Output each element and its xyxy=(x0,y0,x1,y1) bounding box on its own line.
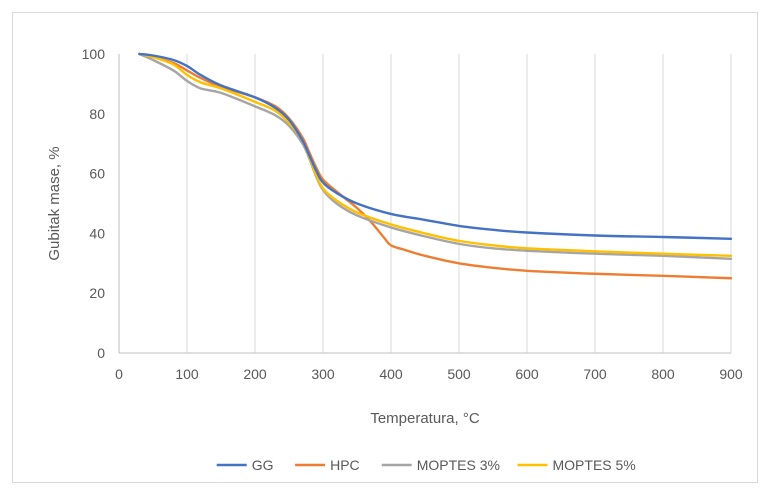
legend-label: HPC xyxy=(330,457,360,473)
series-line-gg xyxy=(138,52,733,240)
x-tick-label: 200 xyxy=(243,366,267,382)
legend-item-gg: GG xyxy=(216,457,274,473)
x-tick-label: 100 xyxy=(175,366,199,382)
grid xyxy=(186,54,732,353)
y-tick-label: 20 xyxy=(89,285,105,301)
y-tick-label: 40 xyxy=(89,225,105,241)
legend-label: GG xyxy=(252,457,274,473)
chart-frame: 0 100 200 300 400 500 600 700 800 900 0 20 40 60 80 100… xyxy=(12,12,758,483)
y-tick-label: 0 xyxy=(97,345,105,361)
y-tick-label: 60 xyxy=(89,166,105,182)
tick-labels: 0 100 200 300 400 500 600 700 800 900 0 20 40 60 80 100 xyxy=(82,46,743,382)
x-tick-label: 300 xyxy=(311,366,335,382)
x-tick-label: 700 xyxy=(583,366,607,382)
series-lines xyxy=(138,52,733,280)
series-line-moptes-3 xyxy=(138,52,733,261)
x-axis-label: Temperatura, °C xyxy=(370,410,480,427)
legend-item-moptes-3: MOPTES 3% xyxy=(381,457,500,473)
line-chart: 0 100 200 300 400 500 600 700 800 900 0 20 40 60 80 100… xyxy=(46,46,743,473)
legend-label: MOPTES 3% xyxy=(417,457,500,473)
x-tick-label: 0 xyxy=(115,366,123,382)
legend-item-hpc: HPC xyxy=(295,457,360,473)
series-line-hpc xyxy=(138,52,733,280)
legend-label: MOPTES 5% xyxy=(553,457,636,473)
legend-item-moptes-5: MOPTES 5% xyxy=(517,457,636,473)
axes xyxy=(118,54,731,354)
y-tick-label: 100 xyxy=(82,46,106,62)
series-line-moptes-5 xyxy=(138,52,733,258)
x-tick-label: 600 xyxy=(515,366,539,382)
x-tick-label: 900 xyxy=(719,366,743,382)
x-tick-label: 500 xyxy=(447,366,471,382)
legend: GG HPC MOPTES 3% MOPTES 5% xyxy=(216,457,636,473)
x-tick-label: 800 xyxy=(651,366,675,382)
y-tick-label: 80 xyxy=(89,106,105,122)
y-axis-label: Gubitak mase, % xyxy=(46,146,63,260)
x-tick-label: 400 xyxy=(379,366,403,382)
